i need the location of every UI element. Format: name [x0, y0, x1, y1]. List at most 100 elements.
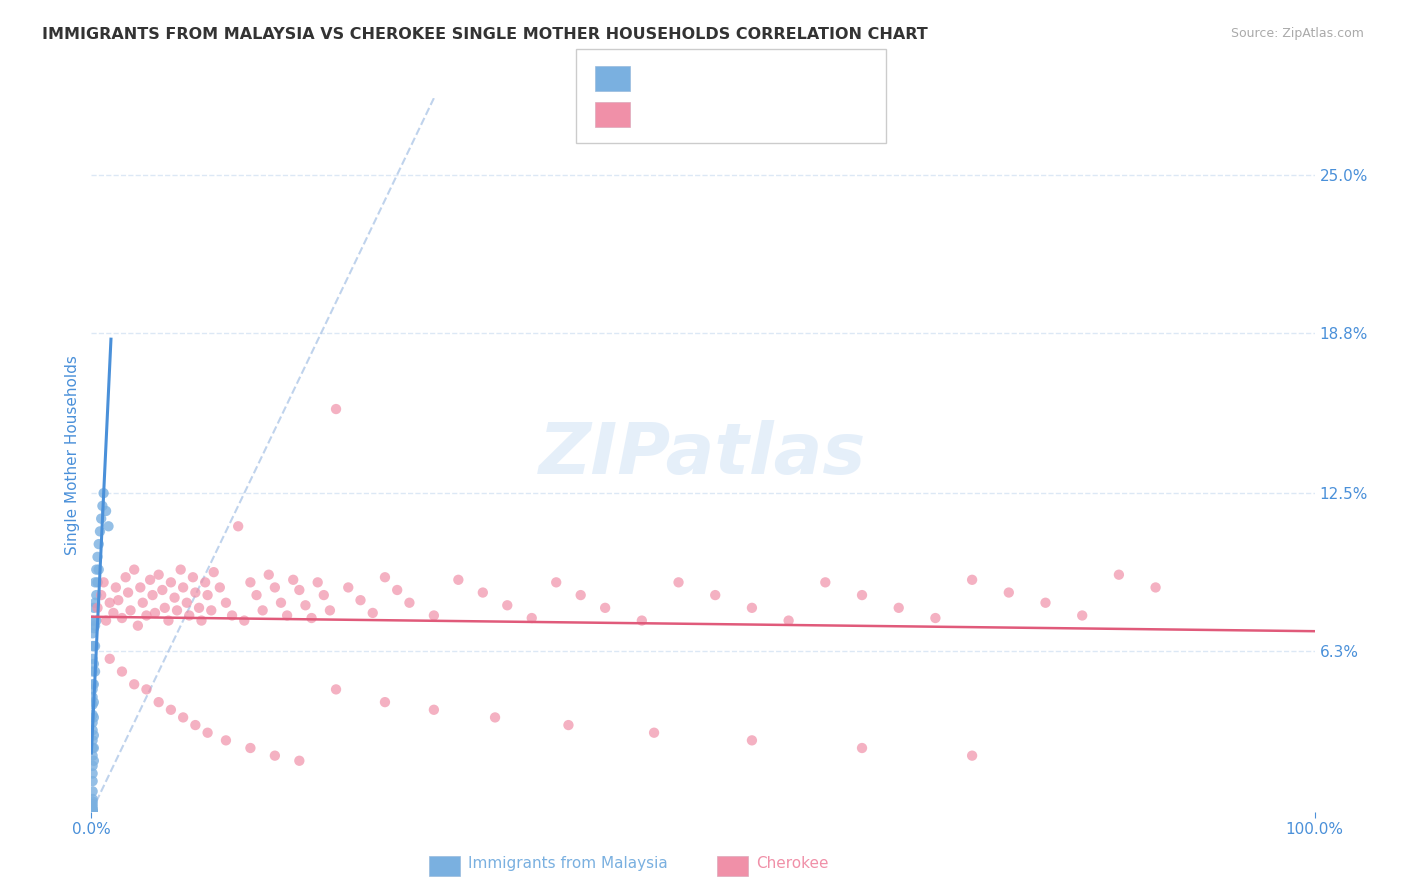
Point: [325, 682, 347, 697]
Point: [294, 599, 316, 613]
Point: [83, 741, 105, 756]
Point: [301, 611, 323, 625]
Point: [374, 695, 396, 709]
Point: [148, 567, 170, 582]
Point: [741, 733, 763, 747]
Point: [176, 596, 198, 610]
Point: [91, 499, 114, 513]
Point: [84, 575, 107, 590]
Text: R = 0.042   N = 110: R = 0.042 N = 110: [640, 102, 821, 120]
Point: [208, 581, 231, 595]
Point: [546, 575, 568, 590]
Point: [778, 614, 800, 628]
Point: [643, 725, 665, 739]
Point: [202, 565, 225, 579]
Point: [94, 614, 117, 628]
Point: [82, 707, 104, 722]
Point: [153, 600, 176, 615]
Point: [172, 581, 194, 595]
Point: [83, 728, 105, 742]
Point: [82, 759, 104, 773]
Point: [319, 603, 342, 617]
Point: [111, 665, 134, 679]
Point: [83, 677, 105, 691]
Point: [93, 575, 115, 590]
Point: [264, 748, 287, 763]
Point: [83, 695, 105, 709]
Point: [114, 570, 136, 584]
Point: [82, 795, 104, 809]
Point: [312, 588, 335, 602]
Point: [94, 504, 117, 518]
Point: [82, 774, 104, 789]
Point: [82, 665, 104, 679]
Point: [84, 618, 107, 632]
Point: [82, 698, 104, 712]
Point: [117, 585, 139, 599]
Point: [471, 585, 494, 599]
Point: [90, 588, 112, 602]
Point: [1144, 581, 1167, 595]
Point: [82, 748, 104, 763]
Point: [557, 718, 579, 732]
Point: [90, 511, 112, 525]
Point: [122, 563, 145, 577]
Point: [86, 575, 108, 590]
Point: [170, 563, 193, 577]
Point: [82, 690, 104, 704]
Point: [143, 606, 166, 620]
Point: [89, 524, 111, 539]
Point: [200, 603, 222, 617]
Point: [82, 677, 104, 691]
Point: [163, 591, 186, 605]
Point: [423, 703, 446, 717]
Point: [172, 710, 194, 724]
Point: [337, 581, 360, 595]
Point: [87, 537, 110, 551]
Point: [84, 665, 107, 679]
Text: ZIPatlas: ZIPatlas: [540, 420, 866, 490]
Point: [148, 695, 170, 709]
Point: [704, 588, 727, 602]
Y-axis label: Single Mother Households: Single Mother Households: [65, 355, 80, 555]
Point: [221, 608, 243, 623]
Point: [233, 614, 256, 628]
Point: [179, 608, 201, 623]
Point: [86, 600, 108, 615]
Point: [998, 585, 1021, 599]
Point: [104, 581, 127, 595]
Point: [288, 754, 311, 768]
Point: [190, 614, 212, 628]
Point: [107, 593, 129, 607]
Point: [82, 723, 104, 738]
Point: [252, 603, 274, 617]
Point: [188, 600, 211, 615]
Point: [86, 549, 108, 564]
Point: [887, 600, 910, 615]
Point: [98, 652, 121, 666]
Point: [197, 588, 219, 602]
Point: [103, 606, 125, 620]
Point: [398, 596, 420, 610]
Text: IMMIGRANTS FROM MALAYSIA VS CHEROKEE SINGLE MOTHER HOUSEHOLDS CORRELATION CHART: IMMIGRANTS FROM MALAYSIA VS CHEROKEE SIN…: [42, 27, 928, 42]
Point: [447, 573, 470, 587]
Point: [120, 603, 142, 617]
Point: [82, 652, 104, 666]
Point: [385, 582, 409, 597]
Point: [98, 596, 121, 610]
Point: [82, 802, 104, 816]
Point: [160, 575, 183, 590]
Point: [84, 639, 107, 653]
Point: [1035, 596, 1057, 610]
Point: [924, 611, 946, 625]
Point: [851, 741, 873, 756]
Point: [814, 575, 837, 590]
Point: [82, 741, 104, 756]
Point: [960, 573, 983, 587]
Point: [132, 596, 155, 610]
Point: [82, 805, 104, 819]
Point: [84, 596, 107, 610]
Point: [82, 639, 104, 653]
Point: [82, 733, 104, 747]
Point: [270, 596, 292, 610]
